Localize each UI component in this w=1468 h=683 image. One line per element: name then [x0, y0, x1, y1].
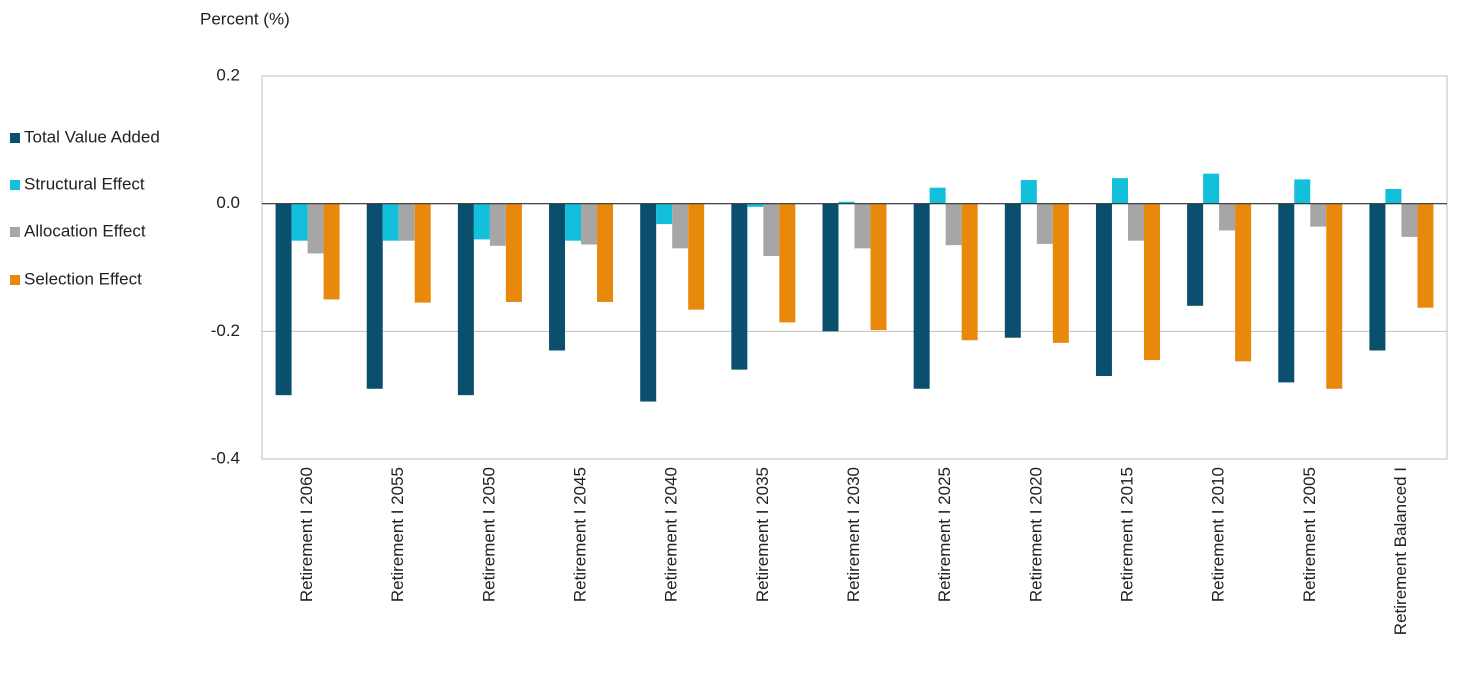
bar [1127, 203, 1144, 241]
bar [1143, 203, 1160, 361]
legend-label: Selection Effect [24, 269, 142, 288]
bar [1369, 203, 1386, 351]
bar [1111, 178, 1128, 204]
bar [656, 203, 673, 225]
x-tick-label: Retirement I 2040 [662, 467, 681, 602]
bar [382, 203, 399, 241]
x-tick-label: Retirement I 2055 [388, 467, 407, 602]
x-tick-label: Retirement I 2060 [297, 467, 316, 602]
y-tick-label: -0.4 [211, 448, 240, 467]
y-tick-label: -0.2 [211, 321, 240, 340]
x-tick-label: Retirement I 2050 [479, 467, 498, 602]
bar [398, 203, 415, 241]
bar [672, 203, 689, 249]
bar [489, 203, 506, 246]
legend-swatch [10, 133, 20, 143]
bar [565, 203, 582, 241]
y-axis-label: Percent (%) [200, 9, 290, 28]
bar [929, 187, 946, 204]
bar [307, 203, 324, 254]
bar [597, 203, 614, 302]
bar [1004, 203, 1021, 338]
x-tick-label: Retirement Balanced I [1391, 467, 1410, 635]
bar [1095, 203, 1112, 377]
bar [323, 203, 340, 300]
bar [1219, 203, 1236, 231]
x-tick-label: Retirement I 2020 [1026, 467, 1045, 602]
x-tick-label: Retirement I 2005 [1300, 467, 1319, 602]
plot-area [261, 75, 1448, 460]
bar [1235, 203, 1252, 362]
bar [1203, 173, 1220, 204]
legend-swatch [10, 275, 20, 285]
y-tick-label: 0.0 [216, 193, 240, 212]
bar [1326, 203, 1343, 389]
bar [549, 203, 566, 351]
bar [1385, 188, 1402, 204]
bar [291, 203, 308, 241]
bar [1294, 179, 1311, 204]
bar [838, 201, 855, 204]
bar [1417, 203, 1434, 308]
x-tick-label: Retirement I 2010 [1209, 467, 1228, 602]
bar [457, 203, 474, 396]
bar [1310, 203, 1327, 227]
y-tick-label: 0.2 [216, 65, 240, 84]
bar [505, 203, 522, 302]
bar [1052, 203, 1069, 343]
x-tick-label: Retirement I 2025 [935, 467, 954, 602]
bar [763, 203, 780, 257]
bar [747, 203, 764, 207]
bar [688, 203, 705, 310]
bar [640, 203, 657, 402]
bar [870, 203, 887, 331]
bar [1401, 203, 1418, 237]
legend-swatch [10, 227, 20, 237]
bar [945, 203, 962, 246]
bar [1278, 203, 1295, 383]
x-tick-label: Retirement I 2030 [844, 467, 863, 602]
x-tick-label: Retirement I 2035 [753, 467, 772, 602]
bar [366, 203, 383, 389]
bar [779, 203, 796, 323]
bar [1036, 203, 1053, 244]
bar [913, 203, 930, 389]
bar [854, 203, 871, 249]
bar [1187, 203, 1204, 306]
bar [275, 203, 292, 396]
legend-label: Structural Effect [24, 174, 145, 193]
legend-swatch [10, 180, 20, 190]
bar [731, 203, 748, 370]
bar [961, 203, 978, 341]
legend-label: Allocation Effect [24, 221, 146, 240]
x-tick-label: Retirement I 2015 [1117, 467, 1136, 602]
bar [822, 203, 839, 332]
bar [1020, 180, 1037, 204]
bar [473, 203, 490, 240]
x-tick-label: Retirement I 2045 [571, 467, 590, 602]
bar [581, 203, 598, 245]
legend-label: Total Value Added [24, 127, 160, 146]
bar [414, 203, 431, 303]
